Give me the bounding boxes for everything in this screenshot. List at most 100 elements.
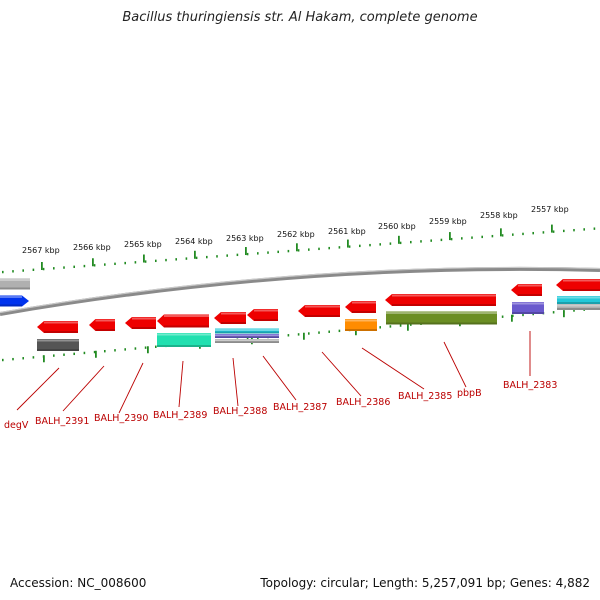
leader-line bbox=[118, 362, 144, 414]
scale-dot bbox=[369, 243, 371, 247]
scale-dot bbox=[104, 263, 106, 266]
scale-dot bbox=[297, 333, 300, 336]
major-tick bbox=[41, 261, 43, 270]
feature-block bbox=[345, 319, 377, 331]
leader-line bbox=[62, 365, 105, 412]
genome-backbone bbox=[0, 266, 600, 316]
scale-label: 2564 kbp bbox=[175, 237, 213, 246]
scale-dot bbox=[155, 259, 157, 263]
scale-dot bbox=[308, 248, 310, 251]
scale-labels: 2567 kbp 2566 kbp 2565 kbp 2564 kbp 2563 kbp… bbox=[22, 205, 569, 255]
scale-dot bbox=[583, 228, 585, 231]
gene-labels: degV BALH_2391 BALH_2390 BALH_2389 BALH_2388… bbox=[4, 380, 557, 431]
scale-dot bbox=[22, 269, 24, 272]
scale-dot bbox=[236, 253, 239, 257]
major-tick bbox=[143, 254, 145, 263]
leader-line bbox=[321, 351, 362, 397]
cds-arrow bbox=[556, 279, 600, 291]
scale-dot bbox=[573, 309, 575, 312]
scale-dot bbox=[124, 348, 126, 351]
cds-arrow bbox=[0, 295, 29, 307]
scale-dot bbox=[522, 232, 524, 236]
cds-arrow bbox=[157, 314, 209, 328]
scale-dot bbox=[491, 234, 494, 238]
gene-label: BALH_2385 bbox=[398, 391, 452, 402]
scale-dot bbox=[42, 267, 45, 271]
gene-label: BALH_2391 bbox=[35, 416, 89, 427]
gene-label: BALH_2388 bbox=[213, 406, 267, 417]
scale-dot bbox=[124, 261, 126, 265]
major-tick bbox=[500, 228, 502, 237]
scale-dot bbox=[379, 243, 381, 246]
gene-label: BALH_2383 bbox=[503, 380, 557, 391]
major-tick bbox=[92, 258, 94, 267]
feature-block bbox=[215, 339, 279, 343]
scale-dot bbox=[165, 258, 167, 262]
scale-dot bbox=[216, 255, 218, 258]
leader-line bbox=[262, 355, 297, 401]
scale-dot bbox=[328, 330, 330, 333]
label-leader-lines bbox=[16, 331, 531, 414]
cds-arrow bbox=[511, 284, 542, 296]
scale-dot bbox=[277, 250, 279, 254]
scale-dot bbox=[155, 345, 157, 348]
scale-dot bbox=[93, 350, 96, 354]
major-tick bbox=[194, 250, 196, 259]
scale-label: 2565 kbp bbox=[124, 240, 162, 249]
outer-scale-ticks bbox=[2, 224, 596, 274]
scale-dot bbox=[185, 257, 188, 260]
scale-dot bbox=[420, 240, 422, 243]
feature-block bbox=[37, 339, 79, 351]
scale-dot bbox=[114, 349, 116, 352]
scale-dot bbox=[471, 236, 473, 239]
scale-dot bbox=[32, 268, 35, 272]
cds-arrow bbox=[345, 301, 376, 313]
scale-dot bbox=[195, 256, 198, 260]
scale-dot bbox=[410, 240, 412, 244]
scale-dot bbox=[450, 237, 453, 241]
scale-dot bbox=[501, 234, 504, 237]
gene-label: pbpB bbox=[457, 388, 482, 399]
scale-dot bbox=[287, 249, 290, 253]
feature-block bbox=[215, 328, 279, 334]
accession-text: Accession: NC_008600 bbox=[10, 576, 147, 590]
scale-dot bbox=[73, 265, 75, 269]
major-tick bbox=[245, 247, 247, 256]
feature-block bbox=[512, 302, 544, 314]
scale-dot bbox=[399, 324, 402, 327]
scale-label: 2563 kbp bbox=[226, 234, 264, 243]
cds-arrow bbox=[125, 317, 156, 329]
major-tick bbox=[407, 323, 409, 331]
scale-dot bbox=[532, 231, 534, 235]
scale-dot bbox=[512, 233, 514, 236]
scale-dot bbox=[542, 231, 545, 234]
cds-arrow bbox=[247, 309, 278, 321]
scale-dot bbox=[246, 337, 249, 341]
scale-dot bbox=[593, 227, 596, 230]
scale-dot bbox=[318, 331, 320, 334]
scale-label: 2558 kbp bbox=[480, 211, 518, 220]
leader-line bbox=[443, 341, 467, 388]
major-tick bbox=[147, 346, 149, 354]
cds-arrow bbox=[298, 305, 340, 317]
scale-label: 2566 kbp bbox=[73, 243, 111, 252]
leader-line bbox=[232, 357, 239, 407]
scale-dot bbox=[410, 323, 412, 326]
inner-scale-ticks bbox=[2, 307, 596, 363]
scale-dot bbox=[246, 252, 249, 256]
feature-block bbox=[557, 304, 600, 310]
feature-block bbox=[0, 278, 30, 290]
cds-arrow bbox=[385, 294, 496, 306]
scale-dot bbox=[12, 357, 14, 361]
scale-dot bbox=[144, 346, 147, 349]
major-tick bbox=[355, 328, 357, 336]
scale-dot bbox=[93, 264, 96, 267]
major-tick bbox=[43, 355, 45, 363]
major-tick bbox=[449, 232, 451, 241]
feature-block bbox=[157, 333, 211, 347]
scale-dot bbox=[267, 251, 269, 254]
scale-dot bbox=[2, 270, 4, 274]
feature-tracks bbox=[0, 278, 600, 351]
scale-dot bbox=[297, 249, 300, 252]
scale-dot bbox=[522, 313, 524, 317]
